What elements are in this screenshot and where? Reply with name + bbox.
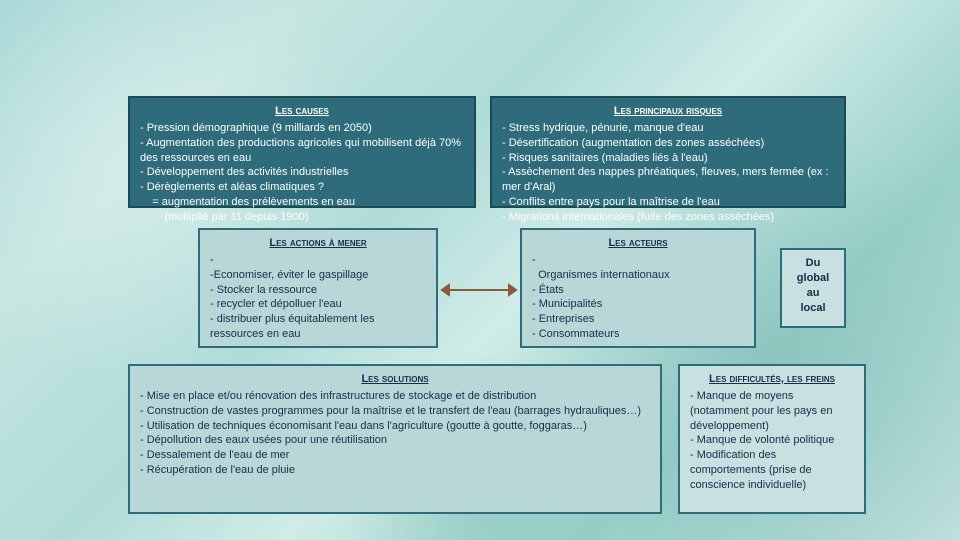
- list-item: - Mise en place et/ou rénovation des inf…: [140, 389, 650, 404]
- list-item: - Dépollution des eaux usées pour une ré…: [140, 433, 650, 448]
- list-item: - Manque de moyens (notamment pour les p…: [690, 389, 854, 434]
- box-actions: Les actions à mener --Economiser, éviter…: [198, 228, 438, 348]
- list-item: - Modification des comportements (prise …: [690, 448, 854, 493]
- box-risques-title: Les principaux risques: [502, 104, 834, 119]
- list-item: - Migrations internationales (fuite des …: [502, 210, 834, 225]
- list-item: - Pression démographique (9 milliards en…: [140, 121, 464, 136]
- box-global-local: Duglobalaulocal: [780, 248, 846, 328]
- list-item: - Consommateurs: [532, 327, 744, 342]
- box-risques: Les principaux risques - Stress hydrique…: [490, 96, 846, 208]
- box-actions-list: --Economiser, éviter le gaspillage- Stoc…: [210, 253, 426, 342]
- list-item: - Municipalités: [532, 297, 744, 312]
- box-solutions: Les solutions - Mise en place et/ou réno…: [128, 364, 662, 514]
- box-solutions-list: - Mise en place et/ou rénovation des inf…: [140, 389, 650, 478]
- list-item: = augmentation des prélèvements en eau: [140, 195, 464, 210]
- box-risques-list: - Stress hydrique, pénurie, manque d'eau…: [502, 121, 834, 225]
- list-item: - Manque de volonté politique: [690, 433, 854, 448]
- list-item: - Dérèglements et aléas climatiques ?: [140, 180, 464, 195]
- global-local-line: au: [792, 286, 834, 301]
- box-solutions-title: Les solutions: [140, 372, 650, 387]
- list-item: - Récupération de l'eau de pluie: [140, 463, 650, 478]
- list-item: - recycler et dépolluer l'eau: [210, 297, 426, 312]
- box-actions-title: Les actions à mener: [210, 236, 426, 251]
- list-item: - Dessalement de l'eau de mer: [140, 448, 650, 463]
- list-item: - Assèchement des nappes phréatiques, fl…: [502, 165, 834, 195]
- box-causes: Les causes - Pression démographique (9 m…: [128, 96, 476, 208]
- list-item: - Désertification (augmentation des zone…: [502, 136, 834, 151]
- box-acteurs: Les acteurs - Organismes internationaux-…: [520, 228, 756, 348]
- list-item: -Economiser, éviter le gaspillage: [210, 268, 426, 283]
- list-item: (multiplié par 11 depuis 1900): [140, 210, 464, 225]
- list-item: - Stocker la ressource: [210, 283, 426, 298]
- list-item: - Entreprises: [532, 312, 744, 327]
- global-local-line: Du: [792, 256, 834, 271]
- box-difficultes-list: - Manque de moyens (notamment pour les p…: [690, 389, 854, 493]
- box-causes-list: - Pression démographique (9 milliards en…: [140, 121, 464, 225]
- list-item: - Construction de vastes programmes pour…: [140, 404, 650, 419]
- list-item: - Utilisation de techniques économisant …: [140, 419, 650, 434]
- list-item: - Développement des activités industriel…: [140, 165, 464, 180]
- box-difficultes-title: Les difficultés, les freins: [690, 372, 854, 387]
- list-item: - Conflits entre pays pour la maîtrise d…: [502, 195, 834, 210]
- box-acteurs-list: - Organismes internationaux- États- Muni…: [532, 253, 744, 342]
- list-item: Organismes internationaux: [532, 268, 744, 283]
- global-local-line: local: [792, 301, 834, 316]
- list-item: - Stress hydrique, pénurie, manque d'eau: [502, 121, 834, 136]
- list-item: - Augmentation des productions agricoles…: [140, 136, 464, 166]
- box-causes-title: Les causes: [140, 104, 464, 119]
- list-item: - distribuer plus équitablement les ress…: [210, 312, 426, 342]
- list-item: - Risques sanitaires (maladies liés à l'…: [502, 151, 834, 166]
- list-item: -: [210, 253, 426, 268]
- box-acteurs-title: Les acteurs: [532, 236, 744, 251]
- list-item: -: [532, 253, 744, 268]
- box-difficultes: Les difficultés, les freins - Manque de …: [678, 364, 866, 514]
- list-item: - États: [532, 283, 744, 298]
- global-local-line: global: [792, 271, 834, 286]
